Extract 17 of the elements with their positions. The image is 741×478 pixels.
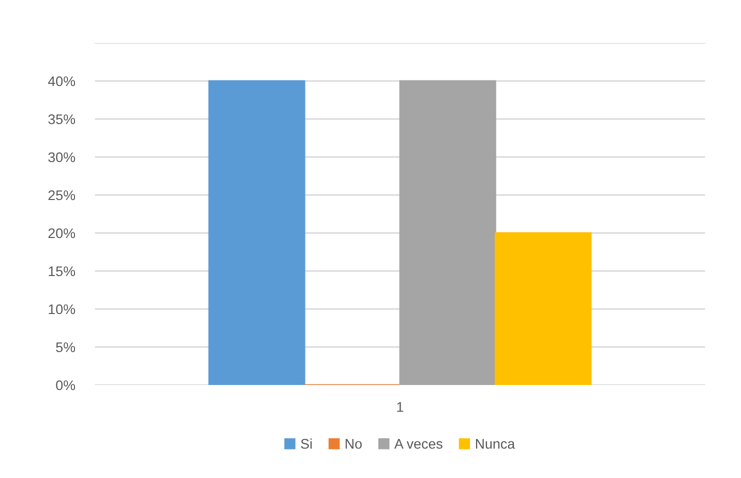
- legend-label: No: [346, 439, 362, 449]
- y-tick-label: 0%: [56, 380, 76, 390]
- legend-label: Nunca: [476, 439, 515, 449]
- y-tick-label: 20%: [48, 228, 76, 238]
- bar: [494, 232, 592, 385]
- x-tick-label: 1: [397, 402, 404, 412]
- legend-label: A veces: [394, 439, 442, 449]
- y-tick-label: 30%: [48, 152, 76, 162]
- bar: [399, 80, 496, 385]
- y-tick-label: 35%: [48, 114, 76, 124]
- legend-label: Si: [300, 438, 312, 449]
- y-tick-label: 40%: [48, 76, 76, 86]
- y-tick-label: 5%: [56, 342, 76, 352]
- y-tick-label: 10%: [48, 304, 76, 314]
- y-tick-label: 25%: [48, 190, 76, 200]
- y-tick-label: 15%: [48, 266, 76, 276]
- bar: [208, 80, 306, 385]
